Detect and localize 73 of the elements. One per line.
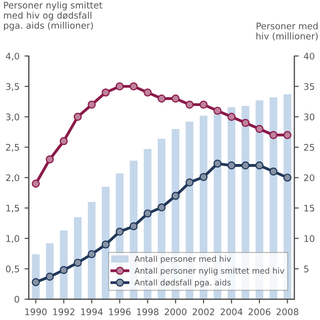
y2-axis-title: Personer med hiv (millioner) (256, 22, 318, 41)
point (88, 100, 96, 109)
y2-tick-label: 5 (304, 266, 308, 272)
y-tick-label: 3,0 (6, 114, 20, 122)
y2-tick-label: 40 (304, 52, 314, 60)
point (130, 82, 138, 90)
point (60, 137, 68, 146)
point (241, 161, 250, 170)
point (74, 112, 82, 121)
point (200, 172, 208, 182)
bar (74, 217, 82, 300)
y2-tick-label: 30 (304, 114, 314, 120)
x-tick-label: 1994 (81, 308, 103, 316)
legend-label: Antall dødsfall pga. aids (134, 279, 231, 288)
point (88, 250, 96, 258)
point (227, 112, 236, 121)
x-tick-label: 2000 (164, 308, 186, 316)
x-tick-label: 1998 (137, 308, 158, 316)
bar (88, 202, 96, 300)
x-tick-label: 1990 (25, 308, 47, 316)
point (158, 203, 166, 212)
point (241, 118, 250, 127)
y-tick-label: 4,0 (6, 52, 20, 60)
point (32, 278, 40, 286)
y2-tick-label: 25 (304, 144, 314, 151)
point (74, 258, 82, 267)
point (269, 167, 278, 176)
x-tick-label: 2004 (220, 308, 242, 316)
point (102, 88, 110, 97)
y2-tick-label: 10 (304, 235, 314, 242)
point (144, 88, 152, 97)
y2-tick-label: 20 (304, 174, 314, 182)
legend-label: Antall personer med hiv (134, 256, 231, 264)
y-tick-label: 0 (14, 296, 20, 303)
y-tick-label: 2,0 (6, 174, 20, 182)
x-tick-label: 2002 (192, 308, 214, 316)
point (46, 155, 54, 164)
bar (60, 230, 68, 300)
point (144, 209, 152, 218)
legend-label: Antall personer nylig smittet med hiv (134, 267, 284, 276)
x-tick-label: 2008 (276, 308, 298, 316)
point (227, 161, 236, 170)
y-tick-label: 3,5 (6, 83, 19, 91)
x-tick-label: 1992 (53, 308, 74, 316)
point (186, 100, 194, 109)
point (255, 161, 264, 170)
point (283, 131, 292, 140)
point (102, 240, 110, 249)
point (158, 94, 166, 103)
y2-tick-label: 15 (304, 204, 314, 212)
point (130, 222, 138, 230)
point (200, 100, 208, 109)
x-tick-label: 1996 (109, 308, 131, 316)
point (186, 178, 194, 186)
y-tick-label: 1,0 (6, 235, 20, 243)
y-tick-label: 1,5 (6, 204, 19, 212)
y-axis-title: Personer nylig smittet med hiv og dødsfall pga. aids (millioner) (4, 2, 102, 31)
x-tick-label: 2006 (248, 308, 270, 316)
point (172, 192, 180, 200)
point (32, 180, 40, 188)
y-tick-label: 2,5 (6, 144, 19, 152)
point (269, 131, 278, 140)
point (213, 106, 222, 115)
y2-tick-label: 35 (304, 83, 314, 90)
point (255, 124, 264, 133)
point (60, 266, 68, 274)
point (283, 174, 292, 182)
y-tick-label: 0,5 (6, 266, 19, 274)
point (46, 272, 54, 281)
point (116, 228, 124, 236)
point (213, 160, 222, 168)
point (172, 94, 180, 103)
point (116, 82, 124, 90)
